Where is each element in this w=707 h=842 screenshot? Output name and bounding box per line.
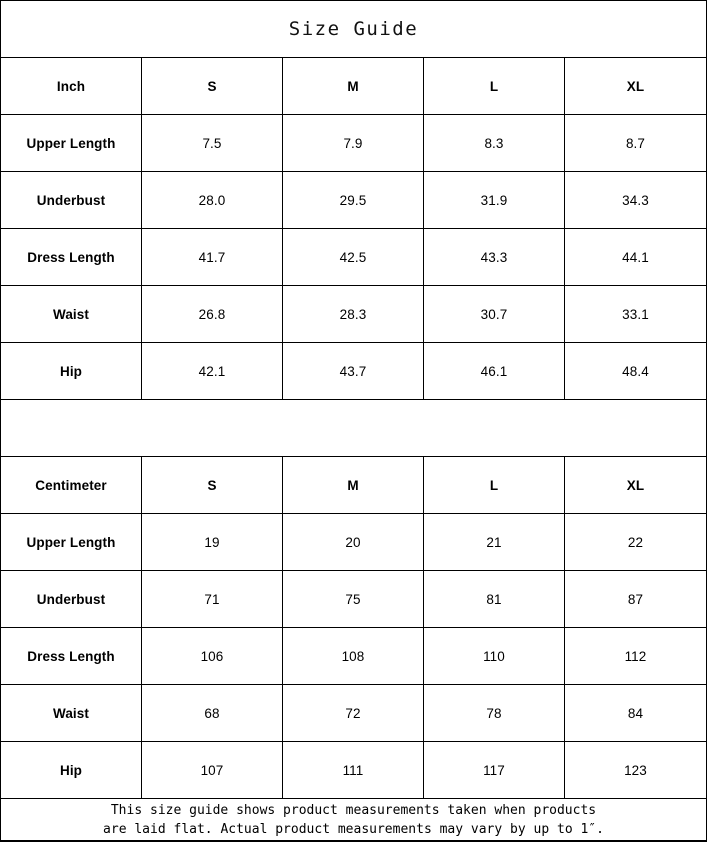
table-row: Upper Length 19 20 21 22	[1, 514, 706, 571]
row-value: 68	[142, 685, 283, 741]
row-value: 21	[424, 514, 565, 570]
table-row: Dress Length 106 108 110 112	[1, 628, 706, 685]
row-value: 22	[627, 534, 644, 550]
row-value: 29.5	[283, 172, 424, 228]
inch-header-row: Inch S M L XL	[1, 58, 706, 115]
centimeter-size-header-s: S	[142, 457, 283, 513]
row-value: 8.7	[625, 135, 646, 151]
row-value: 26.8	[142, 286, 283, 342]
row-value: 78	[424, 685, 565, 741]
row-value: 43.3	[424, 229, 565, 285]
row-label: Underbust	[1, 172, 142, 228]
row-label: Waist	[1, 286, 142, 342]
table-row: Dress Length 41.7 42.5 43.3 44.1	[1, 229, 706, 286]
size-guide-footer-note: This size guide shows product measuremen…	[1, 799, 706, 840]
row-value: 28.3	[283, 286, 424, 342]
row-label: Dress Length	[1, 229, 142, 285]
row-value: 42.5	[283, 229, 424, 285]
row-label: Underbust	[1, 571, 142, 627]
centimeter-size-header-l: L	[424, 457, 565, 513]
row-value: 43.7	[283, 343, 424, 399]
row-value: 71	[142, 571, 283, 627]
footer-note-line-2: are laid flat. Actual product measuremen…	[103, 821, 604, 837]
row-value: 42.1	[142, 343, 283, 399]
row-value: 20	[283, 514, 424, 570]
table-row: Waist 26.8 28.3 30.7 33.1	[1, 286, 706, 343]
centimeter-header-row: Centimeter S M L XL	[1, 457, 706, 514]
centimeter-size-header-xl: XL	[626, 477, 645, 493]
row-label: Hip	[1, 343, 142, 399]
page-title: Size Guide	[288, 18, 419, 40]
row-value: 44.1	[622, 249, 649, 265]
centimeter-unit-label: Centimeter	[1, 457, 142, 513]
row-value: 84	[627, 705, 644, 721]
table-row: Upper Length 7.5 7.9 8.3 8.7	[1, 115, 706, 172]
row-value: 48.4	[622, 363, 649, 379]
centimeter-size-header-m: M	[283, 457, 424, 513]
row-value: 87	[627, 591, 644, 607]
section-spacer-row	[1, 400, 706, 457]
table-row: Underbust 71 75 81 87	[1, 571, 706, 628]
inch-size-header-m: M	[283, 58, 424, 114]
row-value: 112	[624, 648, 647, 664]
row-value: 41.7	[142, 229, 283, 285]
row-value: 123	[624, 762, 647, 778]
row-value: 111	[283, 742, 424, 798]
row-value: 110	[424, 628, 565, 684]
row-value: 107	[142, 742, 283, 798]
table-row: Underbust 28.0 29.5 31.9 34.3	[1, 172, 706, 229]
row-label: Upper Length	[1, 514, 142, 570]
row-value: 19	[142, 514, 283, 570]
row-value: 75	[283, 571, 424, 627]
row-value: 81	[424, 571, 565, 627]
row-value: 31.9	[424, 172, 565, 228]
inch-size-header-l: L	[424, 58, 565, 114]
inch-size-header-xl: XL	[626, 78, 645, 94]
row-label: Waist	[1, 685, 142, 741]
row-value: 106	[142, 628, 283, 684]
table-row: Hip 42.1 43.7 46.1 48.4	[1, 343, 706, 400]
row-value: 33.1	[622, 306, 649, 322]
row-value: 8.3	[424, 115, 565, 171]
row-value: 108	[283, 628, 424, 684]
row-value: 28.0	[142, 172, 283, 228]
inch-size-header-s: S	[142, 58, 283, 114]
row-value: 72	[283, 685, 424, 741]
footer-note-line-1: This size guide shows product measuremen…	[110, 802, 597, 818]
row-value: 7.9	[283, 115, 424, 171]
table-row: Waist 68 72 78 84	[1, 685, 706, 742]
size-guide-title-row: Size Guide	[1, 1, 706, 58]
row-value: 34.3	[622, 192, 649, 208]
table-row: Hip 107 111 117 123	[1, 742, 706, 799]
row-label: Dress Length	[1, 628, 142, 684]
row-value: 30.7	[424, 286, 565, 342]
inch-unit-label: Inch	[1, 58, 142, 114]
row-label: Hip	[1, 742, 142, 798]
row-label: Upper Length	[1, 115, 142, 171]
row-value: 117	[424, 742, 565, 798]
row-value: 7.5	[142, 115, 283, 171]
row-value: 46.1	[424, 343, 565, 399]
